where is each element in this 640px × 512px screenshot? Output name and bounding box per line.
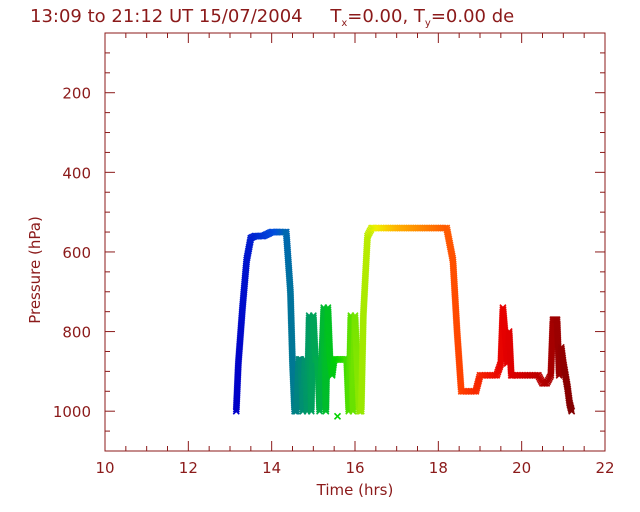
data-point [540,379,548,387]
x-tick-label: 14 [262,459,281,477]
title-ty-prefix: T [413,6,426,27]
y-tick-label: 1000 [53,403,91,421]
chart-title: 13:09 to 21:12 UT 15/07/2004 Tx=0.00, Ty… [30,6,514,29]
data-points [232,224,576,420]
y-tick-label: 800 [62,324,91,342]
x-axis-label: Time (hrs) [316,481,394,499]
axis-tick-labels: 10 12 14 16 18 20 22 200 400 600 800 1000 [53,85,615,477]
title-tx-suffix: =0.00, [347,6,414,27]
x-tick-label: 12 [179,459,198,477]
title-time-range: 13:09 to 21:12 UT 15/07/2004 [30,6,303,27]
y-tick-label: 600 [62,244,91,262]
outlier-point [333,412,342,420]
x-tick-label: 16 [345,459,364,477]
x-tick-label: 10 [95,459,114,477]
y-tick-label: 400 [62,164,91,182]
data-point [567,406,575,414]
title-ty-suffix: =0.00 de [431,6,514,27]
x-tick-label: 18 [429,459,448,477]
data-point [568,407,576,415]
y-axis-label: Pressure (hPa) [26,216,44,324]
axis-ticks [104,33,606,452]
y-tick-label: 200 [62,85,91,103]
title-tx-prefix: T [329,6,342,27]
title-tx-sub: x [341,18,347,29]
x-tick-label: 20 [512,459,531,477]
x-tick-label: 22 [595,459,614,477]
title-ty-sub: y [425,18,431,29]
